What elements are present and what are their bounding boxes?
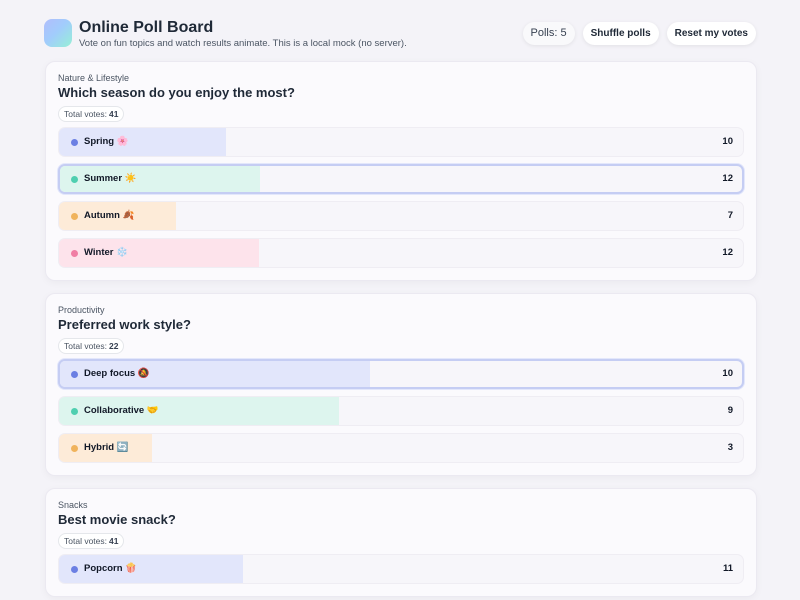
option-label: Deep focus 🔕 <box>84 368 150 379</box>
poll-question: Which season do you enjoy the most? <box>58 85 295 100</box>
poll-option[interactable]: Hybrid 🔄 3 <box>58 433 744 463</box>
vote-count: 10 <box>722 136 733 147</box>
poll-option[interactable]: Deep focus 🔕 10 <box>58 359 744 389</box>
page-subtitle: Vote on fun topics and watch results ani… <box>79 38 407 49</box>
poll-option[interactable]: Winter ❄️ 12 <box>58 238 744 268</box>
poll-category: Productivity <box>58 305 105 315</box>
polls-value: 5 <box>560 27 567 39</box>
vote-bar <box>59 239 260 267</box>
poll-card: Productivity Preferred work style? Total v… <box>45 293 757 476</box>
polls-count: Polls: 5 <box>522 22 575 45</box>
vote-count: 12 <box>722 247 733 258</box>
option-dot <box>71 213 78 220</box>
shuffle-button[interactable]: Shuffle polls <box>582 22 659 45</box>
vote-bar <box>59 555 243 583</box>
option-dot <box>71 371 78 378</box>
page-title: Online Poll Board <box>79 19 214 36</box>
option-label: Winter ❄️ <box>84 247 128 258</box>
poll-question: Best movie snack? <box>58 512 176 527</box>
poll-option[interactable]: Collaborative 🤝 9 <box>58 396 744 426</box>
poll-card: Snacks Best movie snack? Total votes: 41 Pop… <box>45 488 757 597</box>
option-list: Deep focus 🔕 10 Collaborative 🤝 9 Hybrid 🔄 3 <box>58 359 744 463</box>
vote-bar <box>60 361 370 387</box>
poll-option[interactable]: Spring 🌸 10 <box>58 127 744 157</box>
option-list: Popcorn 🍿 11 <box>58 554 744 584</box>
option-dot <box>71 566 78 573</box>
vote-bar <box>60 166 260 192</box>
option-list: Spring 🌸 10 Summer ☀️ 12 Autumn 🍂 7 Winter ❄️ 1… <box>58 127 744 268</box>
logo <box>44 19 72 47</box>
option-dot <box>71 250 78 257</box>
total-votes: Total votes: 41 <box>58 106 125 122</box>
header: Online Poll Board Vote on fun topics and… <box>44 19 756 49</box>
polls-label: Polls: <box>530 27 558 39</box>
total-votes: Total votes: 41 <box>58 533 125 549</box>
vote-bar <box>59 202 176 230</box>
option-dot <box>71 139 78 146</box>
total-votes-value: 41 <box>109 536 119 546</box>
option-label: Hybrid 🔄 <box>84 442 129 453</box>
total-votes-value: 41 <box>109 109 119 119</box>
option-label: Spring 🌸 <box>84 136 129 147</box>
option-label: Popcorn 🍿 <box>84 563 137 574</box>
vote-count: 12 <box>722 173 733 184</box>
poll-option[interactable]: Autumn 🍂 7 <box>58 201 744 231</box>
poll-question: Preferred work style? <box>58 317 191 332</box>
vote-bar <box>59 128 226 156</box>
vote-count: 11 <box>722 563 733 574</box>
option-dot <box>71 445 78 452</box>
controls: Polls: 5 Shuffle polls Reset my votes <box>522 22 756 45</box>
vote-bar <box>59 397 339 425</box>
poll-option[interactable]: Summer ☀️ 12 <box>58 164 744 194</box>
reset-button[interactable]: Reset my votes <box>666 22 756 45</box>
option-label: Autumn 🍂 <box>84 210 135 221</box>
vote-count: 9 <box>727 405 733 416</box>
vote-count: 3 <box>727 442 733 453</box>
poll-card: Nature & Lifestyle Which season do you en… <box>45 61 757 281</box>
option-dot <box>71 408 78 415</box>
total-votes-value: 22 <box>109 341 119 351</box>
vote-count: 10 <box>722 368 733 379</box>
poll-option[interactable]: Popcorn 🍿 11 <box>58 554 744 584</box>
option-dot <box>71 176 78 183</box>
vote-count: 7 <box>727 210 733 221</box>
total-votes-label: Total votes: <box>64 109 107 119</box>
option-label: Summer ☀️ <box>84 173 137 184</box>
option-label: Collaborative 🤝 <box>84 405 159 416</box>
total-votes-label: Total votes: <box>64 536 107 546</box>
poll-category: Snacks <box>58 500 88 510</box>
total-votes: Total votes: 22 <box>58 338 125 354</box>
poll-category: Nature & Lifestyle <box>58 73 130 83</box>
total-votes-label: Total votes: <box>64 341 107 351</box>
